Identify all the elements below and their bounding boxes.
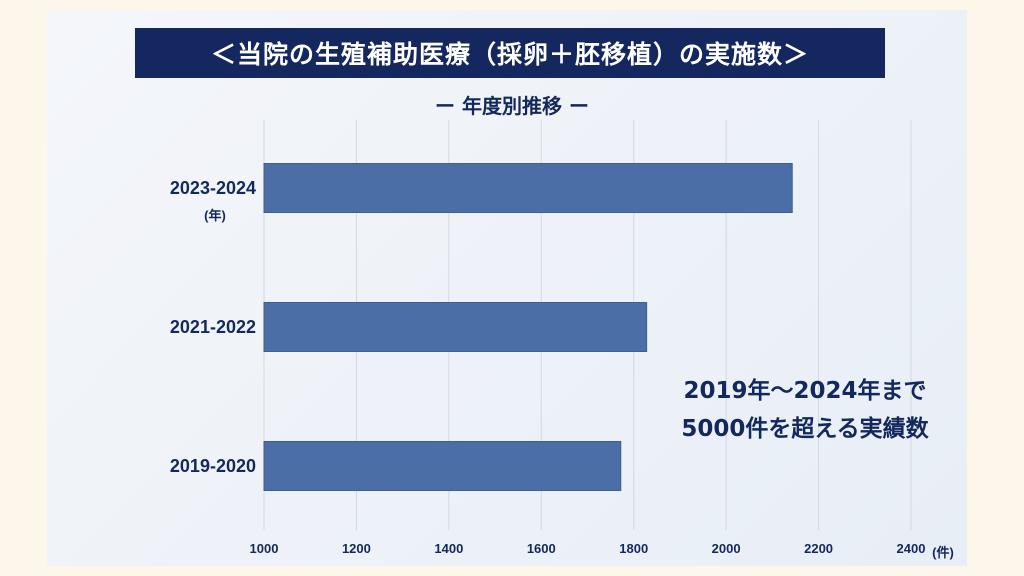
x-tick-label: 1400 — [434, 541, 463, 556]
x-tick-label: 2400 — [897, 541, 926, 556]
x-tick-label: 1200 — [342, 541, 371, 556]
chart-subtitle: ー 年度別推移 ー — [435, 94, 589, 118]
annotation-line-1: 2019年〜2024年まで — [683, 378, 927, 404]
annotation-line-2: 5000件を超える実績数 — [681, 416, 929, 442]
bar — [263, 163, 793, 213]
x-tick-label: 1600 — [527, 541, 556, 556]
x-tick-label: 1800 — [619, 541, 648, 556]
x-tick-label: 2200 — [804, 541, 833, 556]
chart-title: ＜当院の生殖補助医療（採卵＋胚移植）の実施数＞ — [135, 28, 885, 78]
x-tick-label: 1000 — [250, 541, 279, 556]
y-tick-label: 2021-2022 — [170, 317, 256, 337]
y-unit-label: (年) — [204, 208, 226, 223]
annotation: 2019年〜2024年まで 5000件を超える実績数 — [640, 372, 970, 448]
y-tick-label: 2023-2024 — [170, 178, 256, 198]
x-unit-label: (件) — [932, 545, 954, 560]
x-tick-label: 2000 — [712, 541, 741, 556]
bar — [263, 302, 648, 352]
y-tick-label: 2019-2020 — [170, 456, 256, 476]
bar — [263, 441, 622, 491]
